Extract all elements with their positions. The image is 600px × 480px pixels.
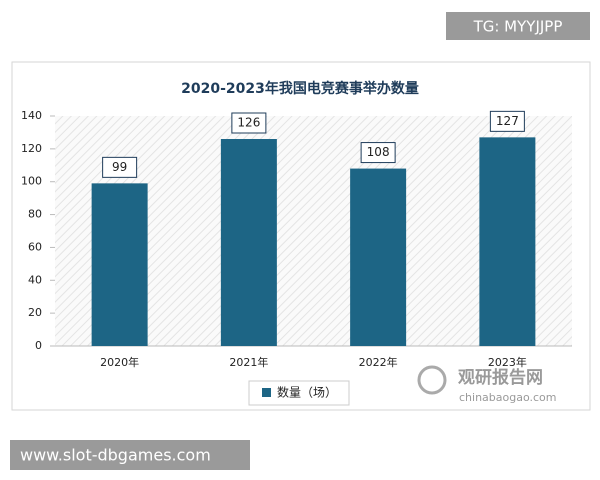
value-label: 127 (496, 114, 519, 128)
value-label-box (102, 156, 138, 178)
logo-cn: 观研报告网 (457, 367, 543, 388)
value-label: 99 (112, 160, 127, 174)
logo-en: chinabaogao.com (459, 391, 557, 404)
bar (91, 183, 148, 346)
y-tick-label: 80 (28, 208, 42, 221)
legend-swatch (262, 388, 271, 397)
value-label-box (360, 142, 396, 164)
value-label-box (231, 112, 267, 134)
y-tick-label: 0 (35, 339, 42, 352)
y-tick-label: 100 (21, 175, 42, 188)
chart-title: 2020-2023年我国电竞赛事举办数量 (181, 80, 419, 97)
site-text: www.slot-dbgames.com (20, 446, 211, 465)
bar (350, 168, 407, 346)
y-tick-label: 120 (21, 142, 42, 155)
y-tick-label: 140 (21, 109, 42, 122)
y-tick-label: 20 (28, 306, 42, 319)
logo-icon (417, 365, 447, 395)
site-badge (10, 440, 250, 470)
x-tick-label: 2020年 (100, 355, 139, 369)
bar (479, 137, 536, 346)
x-tick-label: 2021年 (229, 355, 268, 369)
tg-text: TG: MYYJJPP (473, 18, 563, 36)
y-tick-label: 40 (28, 273, 42, 286)
x-tick-label: 2022年 (359, 355, 398, 369)
value-label-box (489, 110, 525, 132)
bar (220, 139, 277, 346)
value-label: 108 (367, 145, 390, 159)
value-label: 126 (237, 116, 260, 130)
legend-label: 数量（场） (277, 385, 337, 400)
tg-badge (446, 12, 590, 40)
y-tick-label: 60 (28, 240, 42, 253)
x-tick-label: 2023年 (488, 355, 527, 369)
